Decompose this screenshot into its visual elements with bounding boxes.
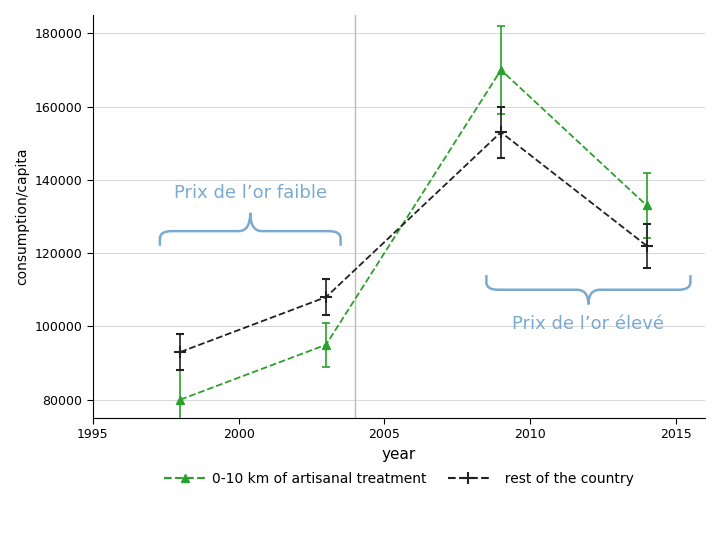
Y-axis label: consumption/capita: consumption/capita	[15, 148, 29, 285]
X-axis label: year: year	[382, 447, 416, 462]
Text: Prix de l’or élevé: Prix de l’or élevé	[513, 315, 665, 333]
Legend: 0-10 km of artisanal treatment,   rest of the country: 0-10 km of artisanal treatment, rest of …	[158, 467, 639, 492]
Text: Prix de l’or faible: Prix de l’or faible	[174, 184, 327, 202]
